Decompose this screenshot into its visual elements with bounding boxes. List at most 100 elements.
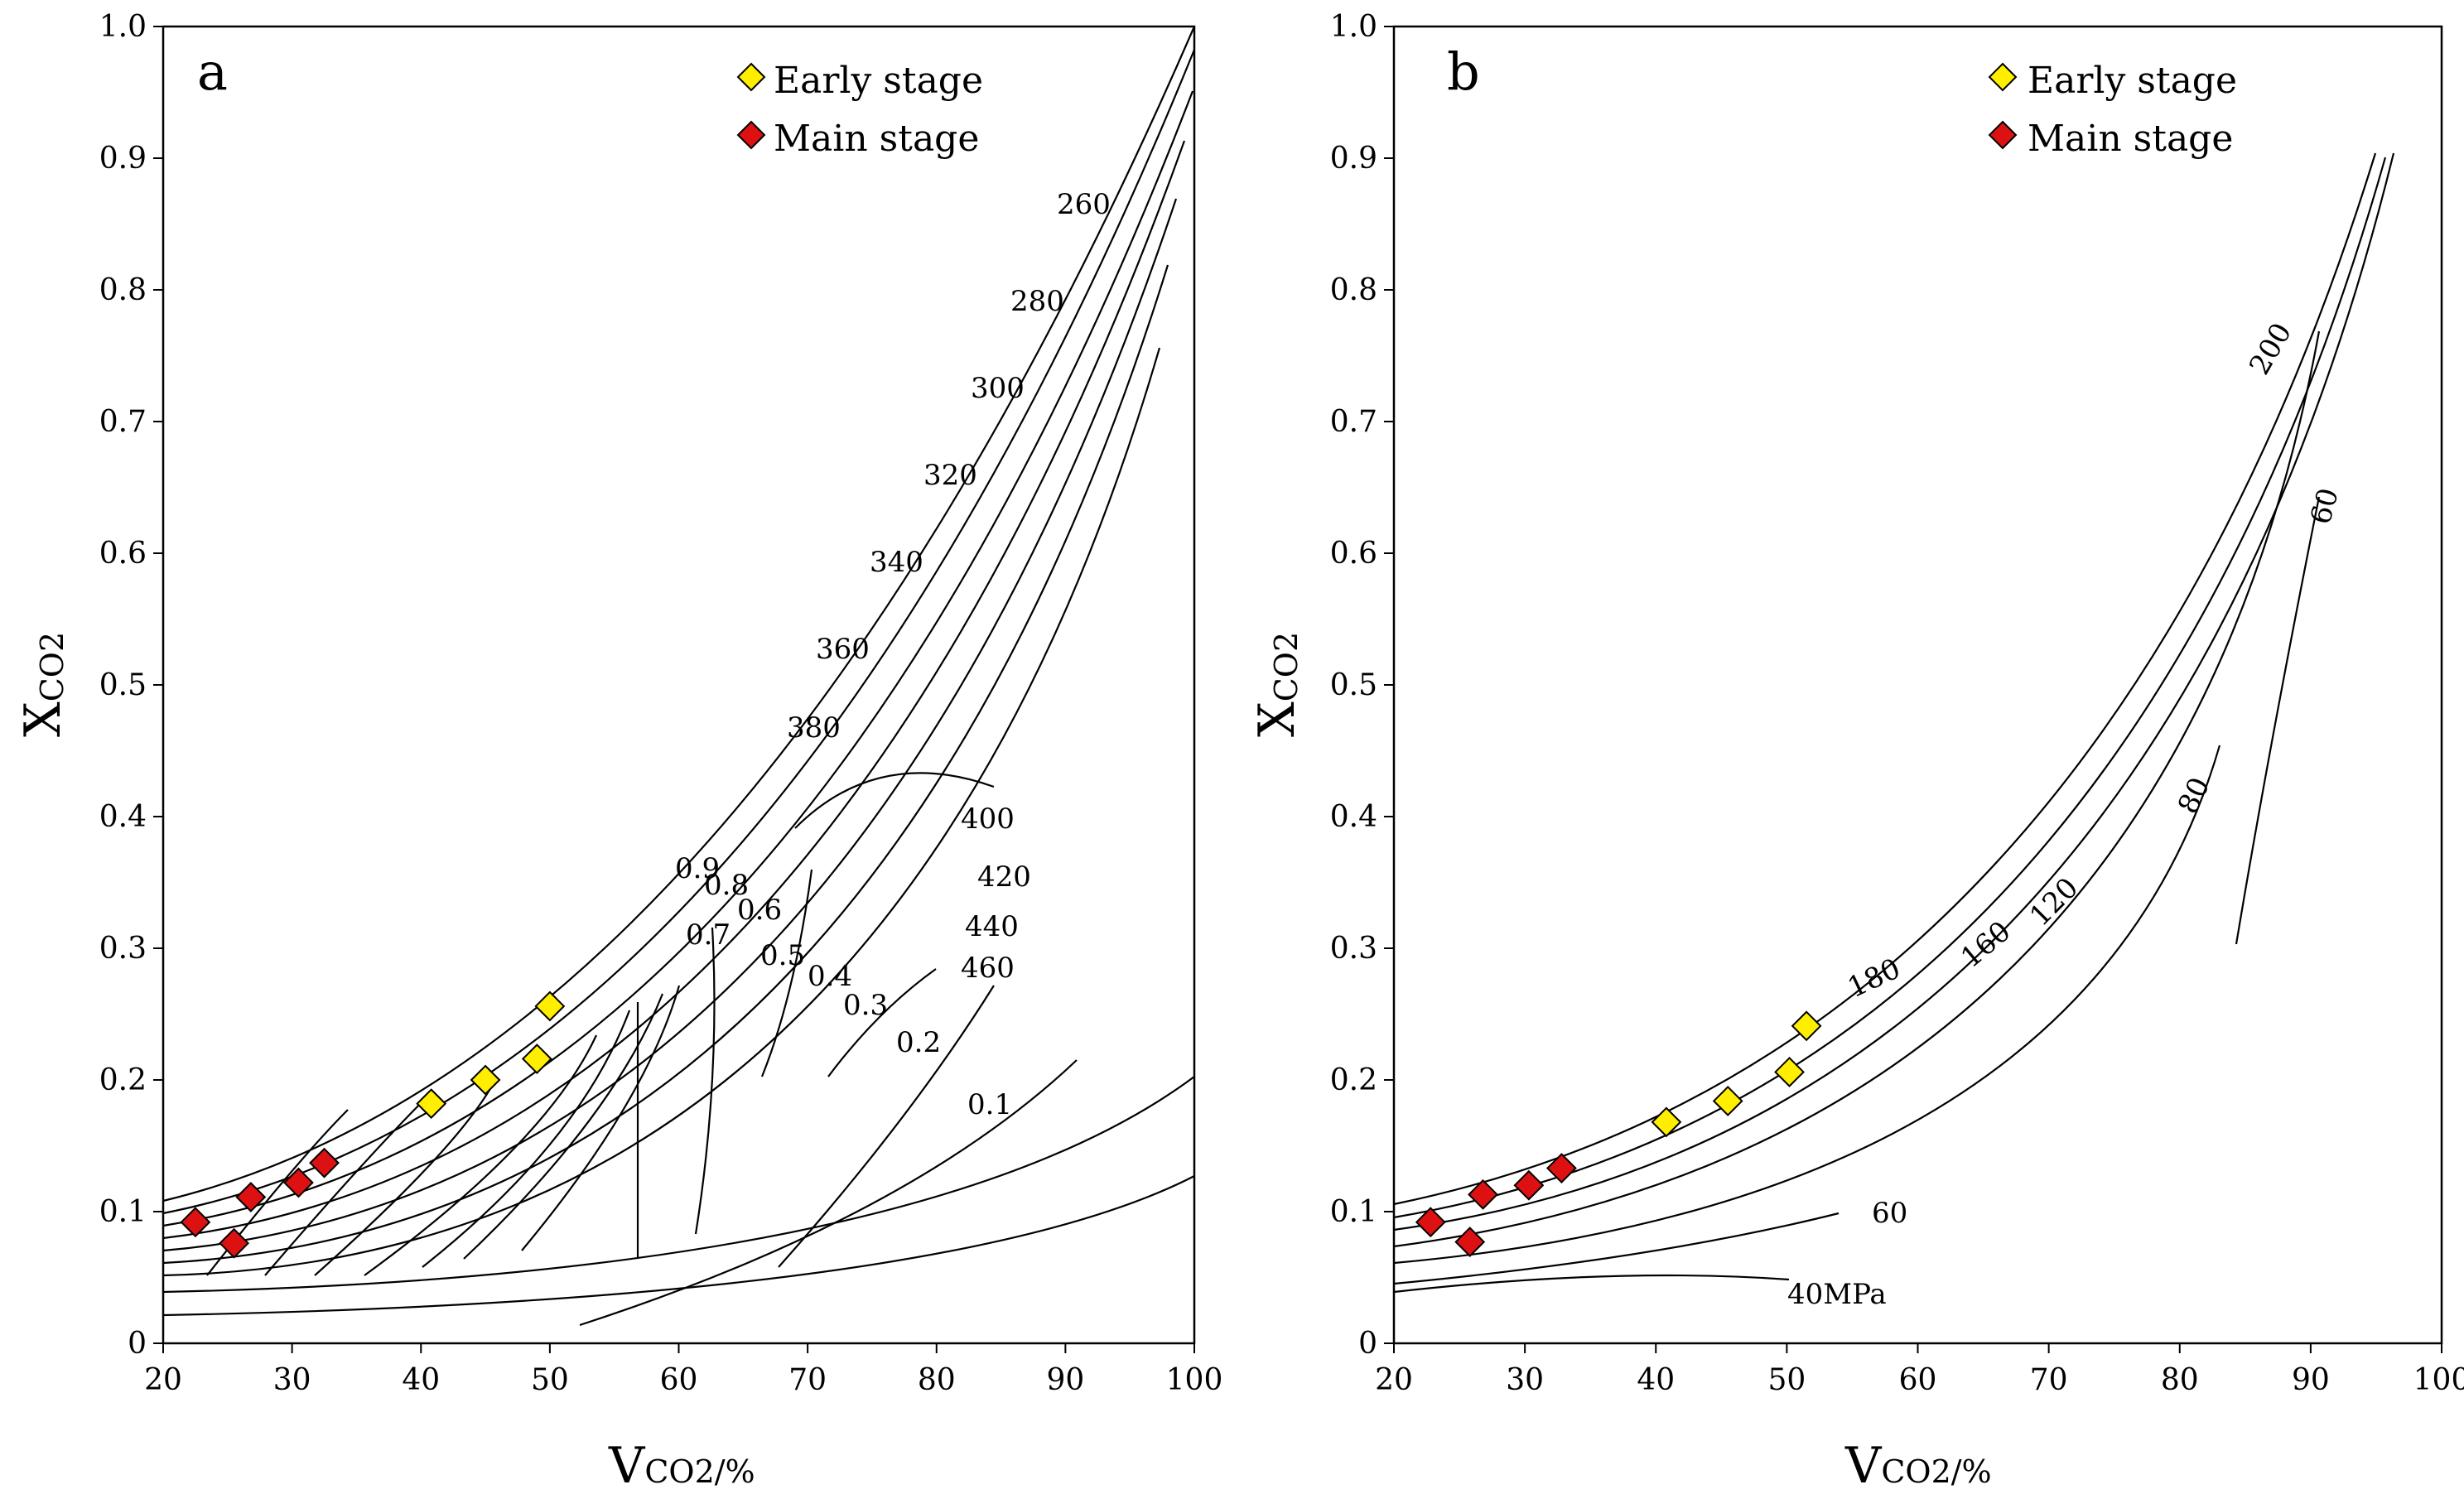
legend-marker-early [736, 62, 766, 92]
x-tick-label: 20 [1375, 1363, 1413, 1397]
svg-text:0.6: 0.6 [737, 894, 782, 927]
x-axis-label: VCO2/% [1844, 1437, 1992, 1495]
x-tick-label: 60 [660, 1363, 698, 1397]
svg-text:380: 380 [787, 711, 841, 745]
temperature-curve-base [162, 1175, 1195, 1317]
isochore-curves [162, 26, 1196, 1327]
y-axis-label: XCO2 [1248, 632, 1306, 737]
x-tick-label: 80 [918, 1363, 956, 1397]
pressure-curve-160 [1393, 152, 2395, 1231]
steep-line-10 [760, 869, 813, 1077]
early-stage-point [416, 1088, 447, 1120]
x-tick-label: 30 [273, 1363, 311, 1397]
legend-marker-main [736, 120, 766, 150]
y-tick-label: 1.0 [1330, 10, 1377, 44]
data-points [1415, 1010, 1822, 1257]
y-tick-label: 0.2 [1330, 1063, 1377, 1097]
x-tick-label: 80 [2161, 1363, 2199, 1397]
x-tick-label: 30 [1506, 1363, 1544, 1397]
svg-text:300: 300 [971, 372, 1025, 405]
x-tick-label: 70 [2030, 1363, 2068, 1397]
x-tick-label: 40 [1637, 1363, 1675, 1397]
panel-b: 20 30 40 50 60 70 80 90 100 00.10.20.30.40.50.60… [1248, 10, 2464, 1495]
y-tick-label: 0.1 [99, 1195, 147, 1229]
y-tick-label: 0.7 [99, 405, 147, 439]
pressure-curve-120 [1393, 330, 2321, 1248]
pressure-curve-60-high [2235, 496, 2321, 945]
early-stage-point [534, 990, 566, 1022]
svg-text:200: 200 [2243, 317, 2298, 380]
curve-labels: 200 180 160 120 80 60 60 40MPa [1787, 317, 2346, 1311]
svg-text:80: 80 [2172, 773, 2217, 819]
x-isoline-0-3 [827, 968, 937, 1077]
x-tick-label: 100 [2413, 1363, 2464, 1397]
y-tick-label: 0.9 [1330, 142, 1377, 176]
x-tick-label: 60 [1899, 1363, 1937, 1397]
temperature-curve-300 [162, 90, 1194, 1227]
steep-line-5 [422, 1010, 631, 1268]
panel-letter: b [1447, 41, 1480, 102]
legend-label-main: Main stage [774, 118, 979, 160]
y-tick-label: 0.8 [99, 273, 147, 307]
svg-text:0.8: 0.8 [704, 869, 749, 902]
curve-labels: 260 280 300 320 340 360 380 400 420 440 … [675, 188, 1111, 1121]
steep-line-7 [521, 985, 681, 1251]
early-stage-point [1774, 1057, 1805, 1087]
svg-text:0.5: 0.5 [760, 939, 805, 972]
legend: Early stage Main stage [736, 60, 983, 160]
y-tick-label: 0.4 [99, 800, 147, 834]
pressure-curve-60 [1393, 1212, 1840, 1285]
x-tick-label: 90 [2292, 1363, 2330, 1397]
main-stage-point [309, 1147, 340, 1178]
x-ticks: 20 30 40 50 60 70 80 90 100 [1375, 1343, 2464, 1397]
x-isoline-0-5 [794, 772, 995, 829]
legend-marker-early [1988, 62, 2018, 92]
x-isoline-0-1 [579, 1059, 1078, 1327]
x-ticks: 20 30 40 50 60 70 80 90 100 [144, 1343, 1222, 1397]
data-points [180, 990, 566, 1259]
y-tick-label: 0.3 [99, 932, 147, 966]
svg-text:120: 120 [2023, 871, 2085, 933]
svg-text:420: 420 [977, 860, 1031, 894]
main-stage-point [1545, 1153, 1577, 1183]
y-tick-label: 0 [1358, 1327, 1377, 1361]
steep-line-3 [314, 1076, 498, 1276]
svg-text:340: 340 [870, 546, 923, 579]
pressure-curve-200 [1393, 152, 2377, 1206]
early-stage-point [1651, 1106, 1682, 1138]
svg-text:0.1: 0.1 [967, 1088, 1012, 1121]
svg-text:60: 60 [2304, 484, 2346, 528]
temperature-curve-low [162, 1076, 1195, 1294]
pressure-curve-180 [1393, 157, 2387, 1219]
y-tick-label: 0.7 [1330, 405, 1377, 439]
temperature-curve-280 [162, 49, 1196, 1215]
svg-text:0.9: 0.9 [675, 852, 720, 885]
temperature-curve-360 [162, 264, 1169, 1265]
main-stage-point [235, 1182, 267, 1212]
steep-line-4 [364, 1034, 597, 1276]
legend: Early stage Main stage [1988, 60, 2237, 160]
svg-text:360: 360 [816, 633, 870, 666]
y-tick-label: 0.8 [1330, 273, 1377, 307]
y-tick-label: 0.2 [99, 1063, 147, 1097]
svg-text:60: 60 [1872, 1197, 1907, 1230]
y-tick-label: 0.6 [99, 537, 147, 571]
y-tick-label: 0.6 [1330, 537, 1377, 571]
main-stage-point [1468, 1178, 1498, 1210]
main-stage-point [1415, 1207, 1446, 1238]
y-tick-label: 1.0 [99, 10, 147, 44]
x-isoline-0-2 [778, 985, 995, 1268]
y-ticks: 0 0.1 0.2 0.3 0.4 0.5 0.6 0.7 0.8 0.9 1.0 [99, 10, 163, 1361]
y-tick-label: 0.4 [1330, 800, 1377, 834]
early-stage-point [470, 1064, 501, 1096]
y-tick-label: 0 [128, 1327, 147, 1361]
main-stage-point [282, 1167, 314, 1198]
svg-text:XCO2: XCO2 [14, 632, 72, 737]
main-stage-point [1454, 1227, 1486, 1257]
svg-text:XCO2: XCO2 [1248, 632, 1306, 737]
svg-text:320: 320 [923, 459, 977, 492]
y-tick-label: 0.5 [99, 668, 147, 702]
x-tick-label: 50 [531, 1363, 569, 1397]
steep-line-6 [463, 993, 664, 1260]
steep-line-9 [694, 927, 716, 1235]
